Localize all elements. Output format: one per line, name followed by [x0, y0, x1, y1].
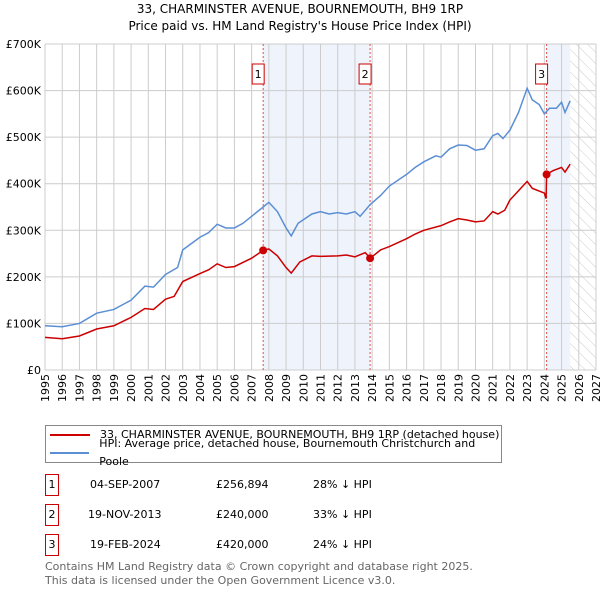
y-tick-label: £0	[27, 364, 41, 377]
sale-row: 1 04-SEP-2007 £256,894 28% ↓ HPI	[45, 474, 545, 496]
y-tick-label: £700K	[6, 38, 42, 51]
x-tick-label: 2026	[573, 374, 586, 402]
x-tick-label: 2002	[160, 374, 173, 402]
x-tick-label: 2006	[228, 374, 241, 402]
x-tick-label: 2019	[452, 374, 465, 402]
sale-marker: 1	[45, 474, 59, 496]
sale-marker-box	[358, 63, 372, 85]
x-tick-label: 2000	[125, 374, 138, 402]
y-tick-label: £500K	[6, 131, 42, 144]
sale-hpi: 33% ↓ HPI	[313, 508, 372, 521]
x-tick-label: 2003	[177, 374, 190, 402]
sale-row: 2 19-NOV-2013 £240,000 33% ↓ HPI	[45, 504, 545, 526]
sale-date: 19-NOV-2013	[88, 508, 162, 521]
legend: 33, CHARMINSTER AVENUE, BOURNEMOUTH, BH9…	[45, 425, 502, 468]
sale-price: £256,894	[216, 478, 269, 491]
y-tick-label: £300K	[6, 224, 42, 237]
x-tick-label: 1997	[73, 374, 86, 402]
shaded-period	[546, 44, 571, 370]
sale-marker-label: 2	[362, 68, 369, 81]
x-tick-label: 2024	[538, 374, 551, 402]
y-tick-label: £100K	[6, 317, 42, 330]
shaded-period	[263, 44, 371, 370]
x-tick-label: 2010	[297, 374, 310, 402]
legend-label: 33, CHARMINSTER AVENUE, BOURNEMOUTH, BH9…	[100, 428, 500, 441]
hpi-line	[44, 86, 571, 328]
x-tick-label: 2017	[418, 374, 431, 402]
chart-title: 33, CHARMINSTER AVENUE, BOURNEMOUTH, BH9…	[136, 2, 464, 16]
sale-point	[259, 246, 268, 255]
x-tick-label: 2001	[142, 374, 155, 402]
chart-subtitle: Price paid vs. HM Land Registry's House …	[128, 19, 472, 33]
sale-point	[366, 254, 375, 263]
x-tick-label: 2015	[383, 374, 396, 402]
x-tick-label: 2013	[349, 374, 362, 402]
x-tick-label: 2008	[263, 374, 276, 402]
property-price-line	[44, 163, 571, 340]
sale-hpi: 24% ↓ HPI	[313, 538, 372, 551]
x-tick-label: 2005	[211, 374, 224, 402]
legend-item-property: 33, CHARMINSTER AVENUE, BOURNEMOUTH, BH9…	[50, 426, 499, 444]
x-tick-label: 2014	[366, 374, 379, 402]
x-tick-label: 2020	[469, 374, 482, 402]
x-tick-label: 2004	[194, 374, 207, 402]
legend-label: HPI: Average price, detached house, Bour…	[99, 437, 476, 468]
sale-marker-box	[251, 63, 265, 85]
sale-marker-label: 1	[255, 68, 262, 81]
sale-price: £420,000	[216, 538, 269, 551]
legend-item-hpi: HPI: Average price, detached house, Bour…	[50, 437, 501, 468]
footer-copyright: Contains HM Land Registry data © Crown c…	[45, 560, 473, 573]
x-tick-label: 2007	[246, 374, 259, 402]
x-tick-label: 2016	[401, 374, 414, 402]
sale-hpi: 28% ↓ HPI	[313, 478, 372, 491]
x-tick-label: 2018	[435, 374, 448, 402]
x-tick-label: 2021	[487, 374, 500, 402]
sale-marker: 2	[45, 504, 59, 526]
x-tick-label: 1998	[91, 374, 104, 402]
x-tick-label: 2027	[590, 374, 600, 402]
x-tick-label: 1996	[56, 374, 69, 402]
x-tick-label: 1995	[39, 374, 52, 402]
y-tick-label: £400K	[6, 178, 42, 191]
x-tick-label: 2023	[521, 374, 534, 402]
sale-row: 3 19-FEB-2024 £420,000 24% ↓ HPI	[45, 534, 545, 556]
y-tick-label: £600K	[6, 85, 42, 98]
sale-marker-box	[535, 63, 549, 85]
sale-marker: 3	[45, 534, 59, 556]
x-tick-label: 2022	[504, 374, 517, 402]
footer-licence: This data is licensed under the Open Gov…	[45, 574, 396, 587]
x-tick-label: 2009	[280, 374, 293, 402]
price-chart: 1995 1996 1997 1998 1999 2000 2001 2002 2003 2004…	[6, 38, 600, 402]
forecast-hatch	[570, 44, 596, 370]
sale-date: 04-SEP-2007	[90, 478, 161, 491]
sale-marker-label: 3	[538, 68, 545, 81]
x-tick-label: 2012	[332, 374, 345, 402]
sale-price: £240,000	[216, 508, 269, 521]
y-tick-label: £200K	[6, 271, 42, 284]
x-tick-label: 1999	[108, 374, 121, 402]
x-tick-label: 2025	[556, 374, 569, 402]
x-tick-label: 2011	[315, 374, 328, 402]
sale-point	[542, 170, 551, 179]
sale-date: 19-FEB-2024	[90, 538, 161, 551]
